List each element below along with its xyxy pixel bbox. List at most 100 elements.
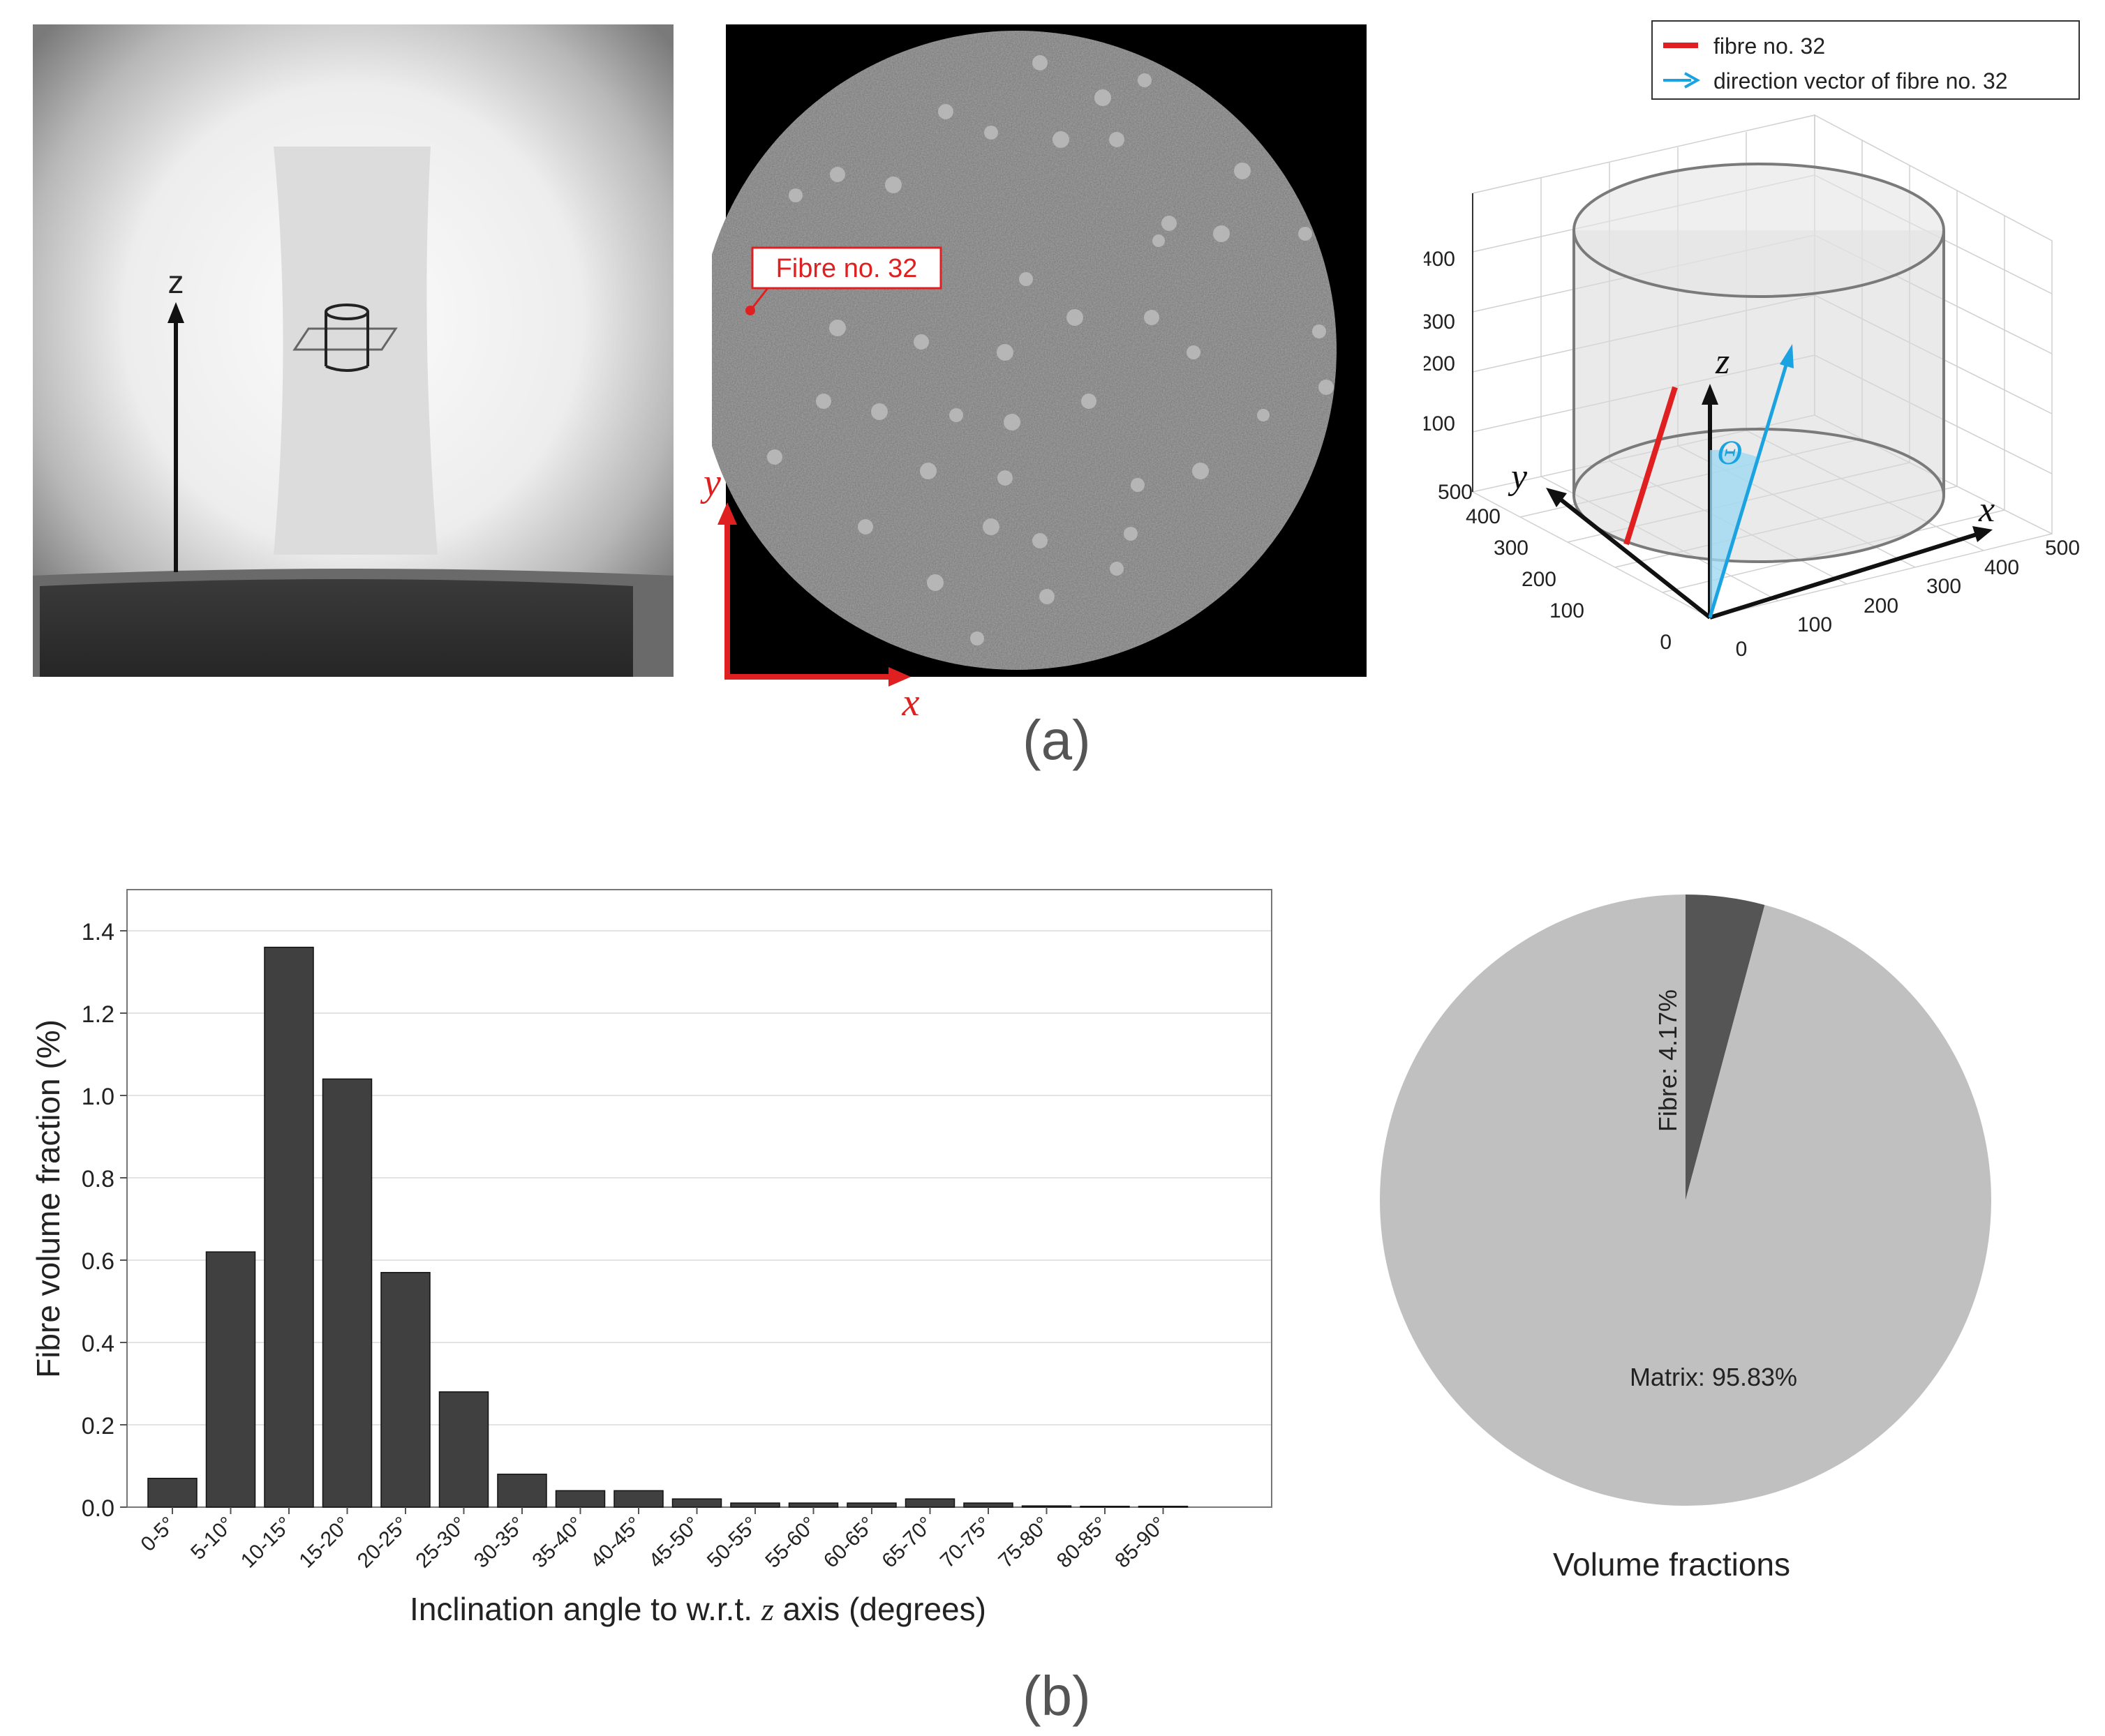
bar-chart-ytick-label: 0.2 [82,1413,114,1439]
bar-chart-ytick-label: 1.0 [82,1084,114,1110]
bar-chart-xtick-label: 5-10° [186,1513,238,1564]
legend-label-direction: direction vector of fibre no. 32 [1713,68,2008,93]
pie-slice-matrix [1379,895,1991,1506]
bar-chart-xtick-label: 40-45° [586,1513,646,1573]
plot3d-y-axis [1559,497,1711,620]
pie-chart-slices [1379,895,1991,1506]
bar-chart-ytick-label: 1.2 [82,1001,114,1028]
ct-slice-image: Fibre no. 32 [712,24,1367,677]
bar-chart-xtick-label: 70-75° [936,1513,996,1573]
z-axis-label: z [168,264,184,300]
pie-label-matrix: Matrix: 95.83% [1630,1363,1797,1391]
bar-0-5° [147,1477,198,1508]
bar-chart-xtick-label: 30-35° [470,1513,530,1573]
bar-75-80° [1021,1505,1072,1508]
cylinder-volume [1572,163,1945,563]
y-tick-label: 300 [1494,537,1528,560]
pie-chart-title: Volume fractions [1553,1546,1790,1582]
y-tick-label: 400 [1466,505,1501,528]
bar-30-35° [497,1474,547,1508]
z-tick-label: 100 [1424,412,1455,435]
slice-y-axis-arrowhead [717,502,737,525]
bar-chart-ytick-label: 0.0 [82,1495,114,1522]
y-tick-label: 100 [1549,599,1584,622]
fibre-callout-box [751,246,942,290]
bar-chart-xtick-label: 20-25° [353,1513,413,1573]
cylinder-plane-icon [292,304,398,372]
callout-leader [749,287,769,311]
bar-chart-xticks: 0-5° 5-10°10-15°15-20°20-25°25-30°30-35°3… [136,1507,1170,1573]
bar-chart-xtick-label: 55-60° [761,1513,821,1573]
fibre-3d-plot: fibre no. 32 direction vector of fibre n… [1424,20,2080,661]
slice-axes: y x [700,474,920,724]
fibre-callout-text: Fibre no. 32 [776,254,918,283]
slice-x-axis-arrowhead [888,667,911,687]
panel-label-b: (b) [1022,1665,1091,1727]
theta-label: Θ [1717,433,1742,472]
bar-25-30° [438,1391,489,1508]
bar-chart-xtick-label: 10-15° [237,1513,297,1573]
bar-50-55° [730,1502,780,1508]
plot3d-x-arrowhead [1972,526,1993,542]
bar-chart-xtick-label: 75-80° [994,1513,1054,1573]
pie-label-fibre: Fibre: 4.17% [1653,989,1682,1132]
x-tick-label: 300 [1926,575,1961,598]
cross-section-texture [712,31,1337,670]
bar-10-15° [264,946,314,1508]
bar-chart-xtick-label: 35-40° [528,1513,588,1573]
fibre-32-line [1623,386,1678,546]
bar-chart-ytick-label: 1.4 [82,919,114,945]
bar-chart-xtick-label: 45-50° [644,1513,704,1573]
bar-chart-ytick-label: 0.4 [82,1331,114,1357]
bar-55-60° [788,1502,839,1508]
bar-chart-xtick-label: 65-70° [877,1513,937,1573]
legend-label-fibre: fibre no. 32 [1713,33,1825,59]
slice-x-label: x [902,681,920,724]
y-tick-label: 200 [1522,568,1556,591]
x-tick-label: 200 [1864,594,1898,618]
bar-70-75° [963,1502,1013,1508]
bar-chart-ytick-label: 0.8 [82,1166,114,1192]
bar-chart-ylabel: Fibre volume fraction (%) [30,1019,66,1378]
bar-5-10° [205,1251,256,1508]
xray-projection-image: z [33,24,674,677]
bar-chart: 0.0 0.2 0.4 0.6 0.8 1.0 1.2 1.4 0-5° 5-10°10-15°… [30,889,1272,1627]
bar-chart-xlabel-variable: z [761,1592,774,1627]
x-tick-label: 400 [1984,556,2019,579]
bar-15-20° [322,1078,373,1508]
plot3d-legend [1651,20,2080,100]
bar-chart-yticks: 0.0 0.2 0.4 0.6 0.8 1.0 1.2 1.4 [82,919,127,1522]
bar-80-85° [1080,1506,1130,1508]
z-axis-arrowhead [168,302,184,323]
direction-vector-arrow [1708,362,1789,618]
plot3d-x-label: x [1978,490,1995,530]
bar-85-90° [1138,1506,1189,1508]
pie-slice-fibre [1686,895,1765,1200]
z-tick-label: 400 [1424,248,1455,271]
bar-45-50° [671,1498,722,1508]
bar-40-45° [613,1490,664,1508]
z-tick-label: 200 [1424,352,1455,375]
bar-chart-bars [147,946,1189,1508]
slice-y-label: y [700,474,721,504]
panel-label-a: (a) [1022,709,1091,771]
bar-chart-xtick-label: 60-65° [819,1513,879,1573]
bar-chart-xtick-label: 50-55° [703,1513,763,1573]
y-tick-label: 0 [1660,631,1672,654]
plot3d-y-label: y [1508,457,1528,497]
x-tick-label: 0 [1736,638,1748,661]
bar-chart-xlabel-suffix: axis (degrees) [774,1591,986,1627]
bar-chart-xtick-label: 80-85° [1052,1513,1113,1573]
plot3d-y-arrowhead [1546,488,1567,507]
direction-vector-arrowhead [1780,344,1794,368]
plot3d-x-axis [1709,532,1979,620]
x-tick-label: 100 [1797,613,1832,636]
stage-base [40,579,633,677]
pie-chart: Matrix: 95.83% Fibre: 4.17% Volume fract… [1379,895,1991,1582]
plot3d-z-arrowhead [1702,384,1718,405]
x-tick-label: 500 [2045,537,2080,560]
z-tick-label: 300 [1424,310,1455,334]
bar-35-40° [555,1490,606,1508]
bar-chart-xlabel: Inclination angle to w.r.t. z axis (degr… [410,1591,986,1627]
plot3d-z-label: z [1715,342,1730,382]
